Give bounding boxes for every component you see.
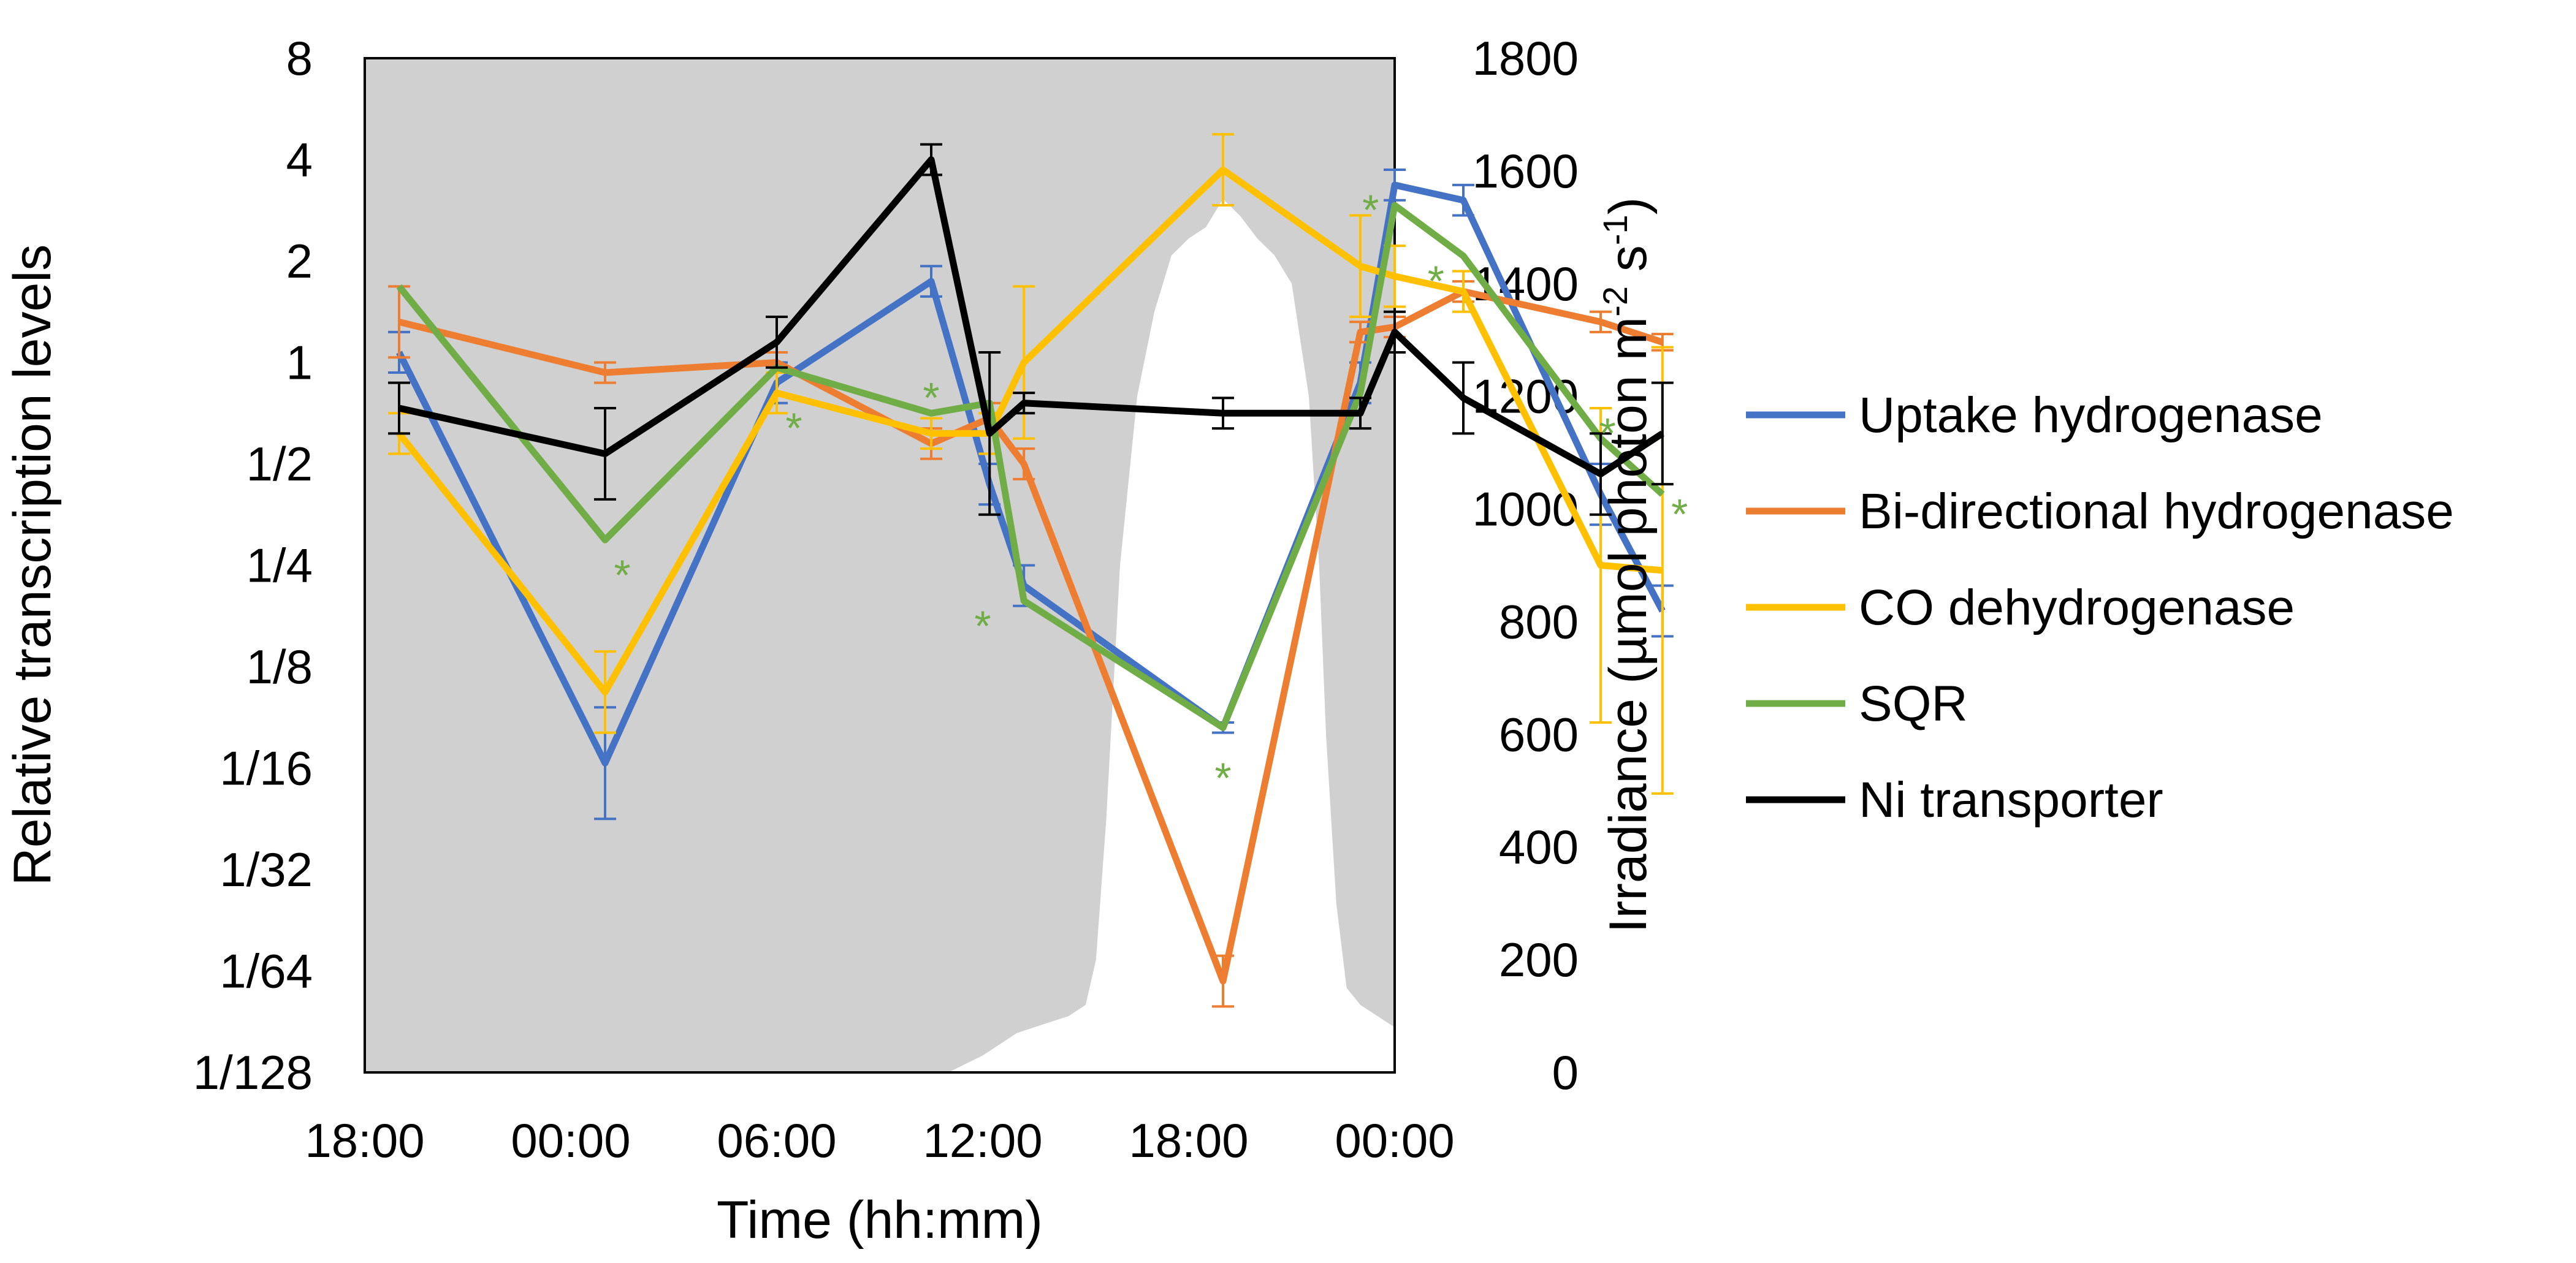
legend-label-0: Uptake hydrogenase bbox=[1859, 387, 2323, 443]
y-left-tick-label-0: 8 bbox=[286, 31, 313, 85]
series-line-3 bbox=[396, 202, 1665, 731]
y-right-tick-label-2: 400 bbox=[1499, 820, 1579, 874]
y-right-tick-label-9: 1800 bbox=[1472, 31, 1579, 85]
x-tick-label-3: 12:00 bbox=[923, 1113, 1042, 1167]
significance-star-7: * bbox=[1599, 409, 1616, 457]
y-right-title-suffix: ) bbox=[1599, 197, 1658, 215]
significance-star-0: * bbox=[614, 552, 630, 599]
significance-star-3: * bbox=[974, 602, 991, 650]
x-axis-ticks: 18:00 00:00 06:00 12:00 18:00 00:00 bbox=[305, 1113, 1454, 1167]
y-right-title-exp1: -2 bbox=[1596, 286, 1634, 317]
y-left-tick-label-6: 1/8 bbox=[246, 640, 313, 694]
legend-label-3: SQR bbox=[1859, 676, 1968, 732]
significance-markers: * * * * * * * * * bbox=[614, 186, 1688, 802]
significance-star-1: * bbox=[785, 404, 802, 452]
y-left-axis-title: Relative transcription levels bbox=[3, 245, 62, 886]
y-right-tick-label-7: 1400 bbox=[1472, 257, 1579, 311]
significance-star-2: * bbox=[923, 374, 939, 422]
y-left-tick-label-4: 1/2 bbox=[246, 437, 313, 491]
y-right-tick-label-8: 1600 bbox=[1472, 144, 1579, 198]
y-left-tick-label-5: 1/4 bbox=[246, 539, 313, 593]
series-3 bbox=[396, 202, 1665, 731]
series-4 bbox=[388, 143, 1674, 516]
irradiance-layer bbox=[365, 199, 1395, 1072]
x-tick-label-5: 00:00 bbox=[1335, 1113, 1454, 1167]
legend: Uptake hydrogenase Bi-directional hydroge… bbox=[1746, 387, 2454, 828]
y-right-title-exp2: -1 bbox=[1596, 214, 1634, 245]
significance-star-8: * bbox=[1671, 490, 1688, 538]
irradiance-area bbox=[365, 199, 1395, 1072]
legend-label-1: Bi-directional hydrogenase bbox=[1859, 484, 2454, 539]
y-right-title-prefix: Irradiance (µmol photon m bbox=[1599, 317, 1658, 933]
y-left-tick-label-1: 4 bbox=[286, 133, 313, 187]
y-left-tick-label-7: 1/16 bbox=[219, 741, 313, 795]
y-right-tick-label-0: 0 bbox=[1552, 1045, 1579, 1099]
x-tick-label-1: 00:00 bbox=[511, 1113, 630, 1167]
y-right-tick-label-4: 800 bbox=[1499, 594, 1579, 648]
x-tick-label-0: 18:00 bbox=[305, 1113, 424, 1167]
significance-star-6: * bbox=[1428, 257, 1444, 305]
y-left-tick-label-10: 1/128 bbox=[193, 1045, 313, 1099]
y-left-tick-label-2: 2 bbox=[286, 234, 313, 288]
series-layer bbox=[388, 133, 1674, 1008]
y-right-title-middle: s bbox=[1599, 245, 1658, 286]
x-tick-label-4: 18:00 bbox=[1129, 1113, 1248, 1167]
y-right-tick-label-1: 200 bbox=[1499, 933, 1579, 987]
series-line-4 bbox=[398, 156, 1664, 477]
legend-label-4: Ni transporter bbox=[1859, 772, 2163, 828]
plot-frame bbox=[364, 57, 1396, 1074]
y-left-tick-label-9: 1/64 bbox=[219, 944, 313, 998]
x-axis-title: Time (hh:mm) bbox=[717, 1191, 1043, 1250]
significance-star-4: * bbox=[1214, 754, 1231, 802]
legend-label-2: CO dehydrogenase bbox=[1859, 580, 2295, 635]
y-left-tick-label-3: 1 bbox=[286, 336, 313, 390]
y-right-axis-title: Irradiance (µmol photon m-2 s-1) bbox=[1596, 197, 1658, 933]
y-left-axis-ticks: 8 4 2 1 1/2 1/4 1/8 1/16 1/32 1/64 1/128 bbox=[193, 31, 313, 1099]
y-right-tick-label-3: 600 bbox=[1499, 707, 1579, 761]
x-tick-label-2: 06:00 bbox=[717, 1113, 836, 1167]
significance-star-5: * bbox=[1362, 186, 1379, 234]
y-left-tick-label-8: 1/32 bbox=[219, 843, 313, 897]
series-line-2 bbox=[396, 166, 1663, 696]
